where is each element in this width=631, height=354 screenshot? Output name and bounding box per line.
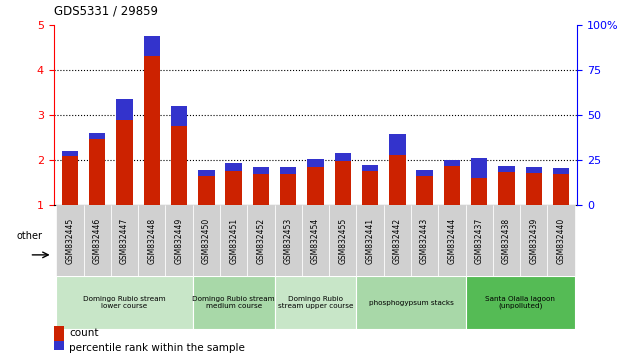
Bar bbox=[171, 106, 187, 126]
Bar bbox=[553, 168, 569, 205]
Text: GSM832449: GSM832449 bbox=[175, 218, 184, 264]
Bar bbox=[62, 151, 78, 205]
Text: GSM832453: GSM832453 bbox=[284, 218, 293, 264]
Text: GSM832454: GSM832454 bbox=[311, 218, 320, 264]
Bar bbox=[362, 165, 378, 205]
Bar bbox=[56, 205, 84, 276]
Bar bbox=[198, 170, 215, 176]
Bar bbox=[362, 165, 378, 171]
Text: GDS5331 / 29859: GDS5331 / 29859 bbox=[54, 5, 158, 18]
Bar bbox=[329, 205, 357, 276]
Bar bbox=[253, 167, 269, 174]
Text: Domingo Rubio stream
lower course: Domingo Rubio stream lower course bbox=[83, 296, 166, 309]
Bar bbox=[389, 135, 406, 155]
Text: GSM832438: GSM832438 bbox=[502, 218, 511, 264]
Bar bbox=[471, 158, 487, 205]
Bar bbox=[144, 36, 160, 205]
Bar bbox=[116, 99, 133, 205]
Bar bbox=[225, 163, 242, 205]
Text: GSM832441: GSM832441 bbox=[365, 218, 375, 264]
Bar bbox=[192, 205, 220, 276]
Bar bbox=[357, 205, 384, 276]
Bar bbox=[389, 135, 406, 205]
Bar bbox=[253, 167, 269, 205]
Text: GSM832440: GSM832440 bbox=[557, 218, 565, 264]
Bar bbox=[116, 99, 133, 120]
Bar bbox=[466, 276, 575, 329]
Bar bbox=[411, 205, 439, 276]
Bar bbox=[198, 170, 215, 205]
Bar bbox=[280, 167, 297, 205]
Bar bbox=[416, 170, 433, 176]
Bar bbox=[498, 166, 515, 205]
Text: GSM832439: GSM832439 bbox=[529, 218, 538, 264]
Text: GSM832452: GSM832452 bbox=[256, 218, 266, 264]
Bar bbox=[439, 205, 466, 276]
Bar bbox=[384, 205, 411, 276]
Text: Domingo Rubio
stream upper course: Domingo Rubio stream upper course bbox=[278, 296, 353, 309]
Bar bbox=[520, 205, 547, 276]
Text: GSM832448: GSM832448 bbox=[147, 218, 156, 264]
Bar bbox=[225, 163, 242, 171]
Bar bbox=[171, 106, 187, 205]
Text: GSM832450: GSM832450 bbox=[202, 218, 211, 264]
Bar bbox=[89, 133, 105, 205]
Bar bbox=[334, 153, 351, 205]
Bar bbox=[144, 36, 160, 56]
Bar bbox=[274, 276, 357, 329]
Bar bbox=[553, 168, 569, 174]
Bar bbox=[62, 151, 78, 156]
Text: count: count bbox=[69, 328, 99, 338]
Bar bbox=[111, 205, 138, 276]
Bar bbox=[247, 205, 274, 276]
Bar bbox=[280, 167, 297, 174]
Text: percentile rank within the sample: percentile rank within the sample bbox=[69, 343, 245, 353]
Text: Domingo Rubio stream
medium course: Domingo Rubio stream medium course bbox=[192, 296, 275, 309]
Text: GSM832442: GSM832442 bbox=[393, 218, 402, 264]
Bar bbox=[56, 276, 192, 329]
Bar bbox=[444, 160, 460, 166]
Bar bbox=[526, 167, 542, 205]
Bar bbox=[84, 205, 111, 276]
Text: GSM832444: GSM832444 bbox=[447, 218, 456, 264]
Text: GSM832443: GSM832443 bbox=[420, 218, 429, 264]
Bar bbox=[526, 167, 542, 173]
Bar bbox=[54, 326, 64, 341]
Bar bbox=[274, 205, 302, 276]
Bar bbox=[498, 166, 515, 172]
Bar bbox=[192, 276, 274, 329]
Text: GSM832447: GSM832447 bbox=[120, 218, 129, 264]
Bar bbox=[165, 205, 192, 276]
Bar bbox=[416, 170, 433, 205]
Bar bbox=[493, 205, 520, 276]
Text: GSM832455: GSM832455 bbox=[338, 218, 347, 264]
Text: GSM832437: GSM832437 bbox=[475, 218, 484, 264]
Bar bbox=[89, 133, 105, 139]
Text: GSM832445: GSM832445 bbox=[66, 218, 74, 264]
Bar bbox=[471, 158, 487, 178]
Bar bbox=[547, 205, 575, 276]
Text: GSM832451: GSM832451 bbox=[229, 218, 238, 264]
Bar bbox=[307, 159, 324, 205]
Bar bbox=[444, 160, 460, 205]
Bar bbox=[357, 276, 466, 329]
Bar bbox=[302, 205, 329, 276]
Text: GSM832446: GSM832446 bbox=[93, 218, 102, 264]
Bar bbox=[466, 205, 493, 276]
Bar bbox=[307, 159, 324, 166]
Bar bbox=[334, 153, 351, 161]
Bar bbox=[220, 205, 247, 276]
Bar bbox=[54, 341, 64, 354]
Text: Santa Olalla lagoon
(unpolluted): Santa Olalla lagoon (unpolluted) bbox=[485, 296, 555, 309]
Bar bbox=[138, 205, 165, 276]
Text: phosphogypsum stacks: phosphogypsum stacks bbox=[369, 300, 454, 306]
Text: other: other bbox=[16, 231, 42, 241]
